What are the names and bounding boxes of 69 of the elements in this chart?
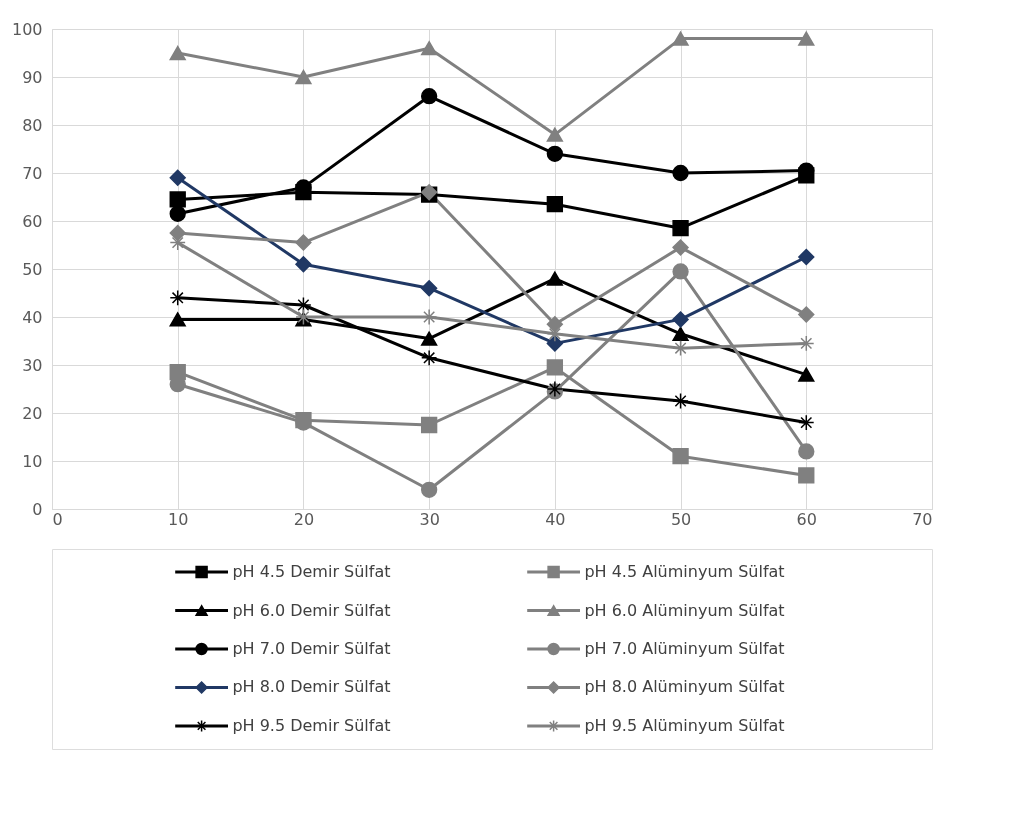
point [672, 220, 689, 237]
point [420, 331, 438, 346]
y-tick-label: 60 [22, 211, 43, 231]
point [672, 326, 689, 341]
point [798, 467, 815, 484]
point [546, 335, 564, 352]
y-tick-label: 70 [22, 163, 43, 183]
point [672, 239, 689, 256]
legend-label: pH 7.0 Demir Sülfat [232, 639, 391, 658]
point [169, 45, 186, 61]
point [169, 289, 186, 306]
legend-label: pH 8.0 Alüminyum Sülfat [584, 677, 785, 697]
y-tick-label: 80 [22, 115, 43, 135]
point [672, 263, 689, 280]
x-tick-label: 30 [419, 509, 440, 529]
x-tick-label: 0 [52, 509, 63, 529]
point [798, 414, 815, 431]
point [798, 31, 815, 46]
point [798, 443, 815, 460]
point [420, 88, 438, 105]
point [546, 196, 564, 213]
point [169, 191, 186, 208]
y-tick-label: 20 [22, 403, 43, 423]
legend-label: pH 8.0 Demir Sülfat [232, 677, 391, 697]
point [672, 311, 689, 328]
y-tick-label: 40 [22, 307, 43, 327]
x-tick-label: 50 [670, 509, 692, 529]
legend-label: pH 6.0 Alüminyum Sülfat [584, 600, 785, 620]
point [672, 31, 689, 46]
point [798, 248, 815, 266]
point [420, 41, 438, 56]
point [546, 316, 564, 333]
point [546, 271, 564, 286]
point [546, 359, 564, 376]
legend-label: pH 6.0 Demir Sülfat [232, 600, 391, 620]
x-tick-label: 20 [293, 509, 315, 529]
point [672, 164, 689, 182]
y-tick-label: 10 [22, 451, 43, 471]
point [672, 392, 689, 410]
legend-label: pH 4.5 Demir Sülfat [232, 562, 391, 582]
legend-label: pH 4.5 Alüminyum Sülfat [584, 562, 785, 582]
point [295, 234, 312, 251]
point [546, 127, 564, 142]
point [420, 416, 438, 434]
point [420, 481, 438, 498]
point [169, 205, 186, 222]
point [295, 69, 312, 85]
y-tick-label: 30 [22, 355, 43, 375]
point [169, 169, 186, 186]
y-tick-label: 100 [11, 19, 43, 39]
point [169, 312, 186, 327]
x-tick-label: 10 [168, 509, 189, 529]
point [169, 224, 186, 242]
point [546, 145, 564, 162]
legend-label: pH 7.0 Alüminyum Sülfat [584, 639, 785, 658]
y-tick-label: 50 [22, 259, 43, 279]
point [672, 448, 689, 465]
x-tick-label: 60 [796, 509, 817, 529]
point [420, 280, 438, 297]
point [798, 306, 815, 323]
x-tick-label: 70 [912, 509, 933, 529]
point [295, 256, 312, 273]
legend-label: pH 9.5 Alüminyum Sülfat [584, 715, 785, 735]
x-tick-label: 40 [545, 509, 566, 529]
point [420, 349, 438, 366]
point [798, 367, 815, 382]
legend-label: pH 9.5 Demir Sülfat [232, 715, 391, 735]
y-tick-label: 90 [22, 67, 43, 87]
point [798, 335, 815, 352]
